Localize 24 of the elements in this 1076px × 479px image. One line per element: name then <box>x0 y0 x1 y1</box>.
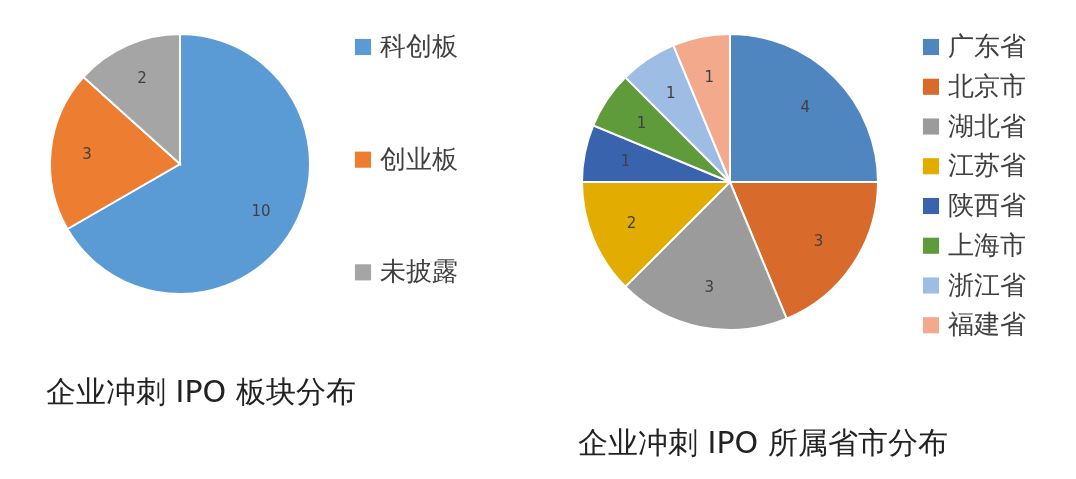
data-label: 4 <box>800 97 811 116</box>
data-label: 1 <box>620 152 631 171</box>
data-label: 2 <box>626 213 637 232</box>
legend-label: 未披露 <box>380 256 458 287</box>
data-label: 3 <box>813 232 824 251</box>
data-label: 3 <box>704 277 714 296</box>
text: 企业冲刺 IPO 所属省市分布 <box>578 425 948 460</box>
legend-label: 福建省 <box>948 309 1026 340</box>
legend-label: 科创板 <box>380 31 458 61</box>
legend-label: 上海市 <box>948 229 1026 260</box>
data-label: 1 <box>666 84 676 103</box>
data-label: 1 <box>704 68 714 87</box>
text: 企业冲刺 IPO 板块分布 <box>46 374 356 409</box>
legend-label: 广东省 <box>948 31 1026 61</box>
data-label: 3 <box>82 145 92 164</box>
legend-label: 湖北省 <box>948 110 1026 141</box>
data-label: 1 <box>636 113 647 132</box>
legend-label: 江苏省 <box>948 150 1026 181</box>
data-label: 2 <box>137 69 147 88</box>
legend-label: 浙江省 <box>948 269 1026 300</box>
data-label: 10 <box>251 201 271 220</box>
legend-label: 北京市 <box>948 70 1026 101</box>
legend-label: 陕西省 <box>948 190 1026 220</box>
legend-label: 创业板 <box>380 143 458 174</box>
